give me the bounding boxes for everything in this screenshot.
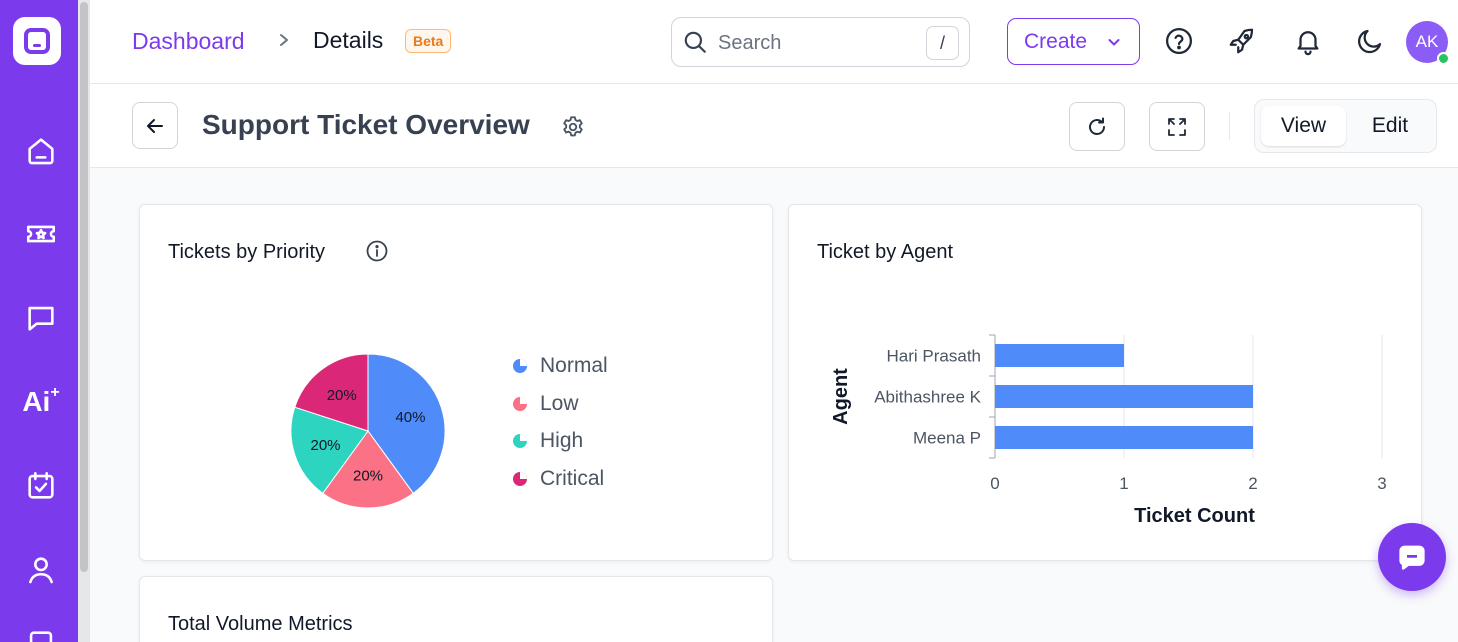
y-tick-label: Abithashree K — [874, 388, 981, 407]
priority-pie-chart: 40% 20% 20% 20% — [290, 353, 446, 509]
page-title: Support Ticket Overview — [202, 109, 530, 140]
arrow-left-icon — [147, 118, 163, 133]
moon-icon[interactable] — [1352, 23, 1388, 59]
top-bar: Dashboard Details Beta Search / Create A… — [90, 0, 1458, 84]
search-icon — [684, 31, 706, 53]
chevron-right-icon — [280, 34, 288, 46]
create-label: Create — [1024, 29, 1088, 53]
y-tick-label: Meena P — [913, 429, 981, 448]
refresh-icon — [1089, 117, 1105, 135]
priority-card-title: Tickets by Priority — [168, 241, 326, 263]
x-tick-label: 1 — [1119, 474, 1128, 493]
breadcrumb-details: Details — [313, 27, 384, 53]
legend-label: Normal — [540, 354, 608, 377]
legend-swatch-icon — [513, 359, 527, 373]
legend-swatch-icon — [513, 434, 527, 448]
bell-icon[interactable] — [1290, 23, 1326, 59]
legend-low[interactable]: Low — [512, 392, 579, 416]
page-header: Support Ticket Overview View Edit — [90, 84, 1458, 168]
volume-card: Total Volume Metrics — [139, 576, 773, 642]
search-shortcut: / — [926, 26, 959, 60]
avatar[interactable]: AK — [1406, 21, 1450, 65]
legend-label: Critical — [540, 467, 605, 490]
legend-swatch-icon — [513, 397, 527, 411]
legend-critical[interactable]: Critical — [512, 467, 604, 491]
more-icon[interactable] — [19, 622, 63, 642]
priority-card: Tickets by Priority 40% 20% 20% 20% Normal … — [139, 204, 773, 561]
user-icon[interactable] — [19, 548, 63, 592]
back-button[interactable] — [132, 102, 178, 149]
edit-tab[interactable]: Edit — [1371, 114, 1409, 137]
agent-card: Ticket by Agent 0 1 2 3 Hari Prasath Abithash… — [788, 204, 1422, 561]
pie-slice-label: 40% — [395, 409, 425, 426]
x-tick-label: 2 — [1248, 474, 1257, 493]
x-tick-label: 3 — [1377, 474, 1386, 493]
ai-icon[interactable]: Ai + — [22, 384, 60, 417]
create-button[interactable]: Create — [1007, 18, 1140, 65]
online-status-dot — [1437, 52, 1450, 65]
agent-card-title: Ticket by Agent — [817, 241, 953, 263]
legend-high[interactable]: High — [512, 429, 583, 453]
chat-icon[interactable] — [19, 296, 63, 340]
view-tab[interactable]: View — [1261, 106, 1346, 146]
legend-swatch-icon — [513, 472, 527, 486]
pie-slice-label: 20% — [327, 387, 357, 404]
bar-abithashree-k[interactable] — [995, 385, 1253, 408]
pie-slice-normal[interactable] — [367, 353, 446, 494]
ticket-icon[interactable] — [19, 212, 63, 256]
beta-badge: Beta — [405, 29, 452, 53]
ai-label: Ai — [22, 386, 51, 417]
calendar-check-icon[interactable] — [19, 464, 63, 508]
pie-slice-critical[interactable] — [294, 353, 369, 432]
volume-card-title: Total Volume Metrics — [168, 613, 353, 635]
chat-bubble-icon — [1399, 545, 1425, 570]
app-logo[interactable] — [13, 17, 61, 65]
chevron-down-icon — [1108, 39, 1120, 46]
divider — [1229, 112, 1230, 140]
breadcrumb-dashboard[interactable]: Dashboard — [132, 28, 245, 54]
help-icon[interactable] — [1161, 23, 1197, 59]
settings-icon[interactable] — [560, 114, 586, 140]
search-input[interactable]: Search / — [671, 17, 970, 67]
sidebar: Ai + — [0, 0, 90, 642]
avatar-initials: AK — [1415, 32, 1439, 51]
pie-slice-high[interactable] — [290, 406, 369, 494]
pie-slice-label: 20% — [353, 468, 383, 485]
sidebar-scrollbar[interactable] — [78, 0, 90, 642]
bar-hari-prasath[interactable] — [995, 344, 1124, 367]
legend-label: High — [540, 429, 584, 452]
search-placeholder: Search — [718, 32, 782, 54]
rocket-icon[interactable] — [1224, 23, 1260, 59]
pie-slice-low[interactable] — [322, 430, 414, 509]
x-axis-title: Ticket Count — [1134, 505, 1255, 527]
y-tick-label: Hari Prasath — [887, 347, 981, 366]
agent-bar-chart: 0 1 2 3 Hari Prasath Abithashree K Meena P Tick… — [830, 334, 1387, 527]
view-edit-toggle: View Edit — [1254, 99, 1437, 153]
legend-normal[interactable]: Normal — [512, 354, 608, 378]
fullscreen-button[interactable] — [1149, 102, 1205, 151]
legend-label: Low — [540, 392, 579, 415]
expand-icon — [1168, 117, 1186, 136]
home-icon[interactable] — [19, 129, 63, 173]
y-axis-title: Agent — [830, 368, 852, 425]
chat-support-button[interactable] — [1378, 523, 1446, 591]
pie-slice-label: 20% — [311, 437, 341, 454]
x-tick-label: 0 — [990, 474, 999, 493]
refresh-button[interactable] — [1069, 102, 1125, 151]
info-icon[interactable] — [365, 239, 389, 263]
bar-meena-p[interactable] — [995, 426, 1253, 449]
